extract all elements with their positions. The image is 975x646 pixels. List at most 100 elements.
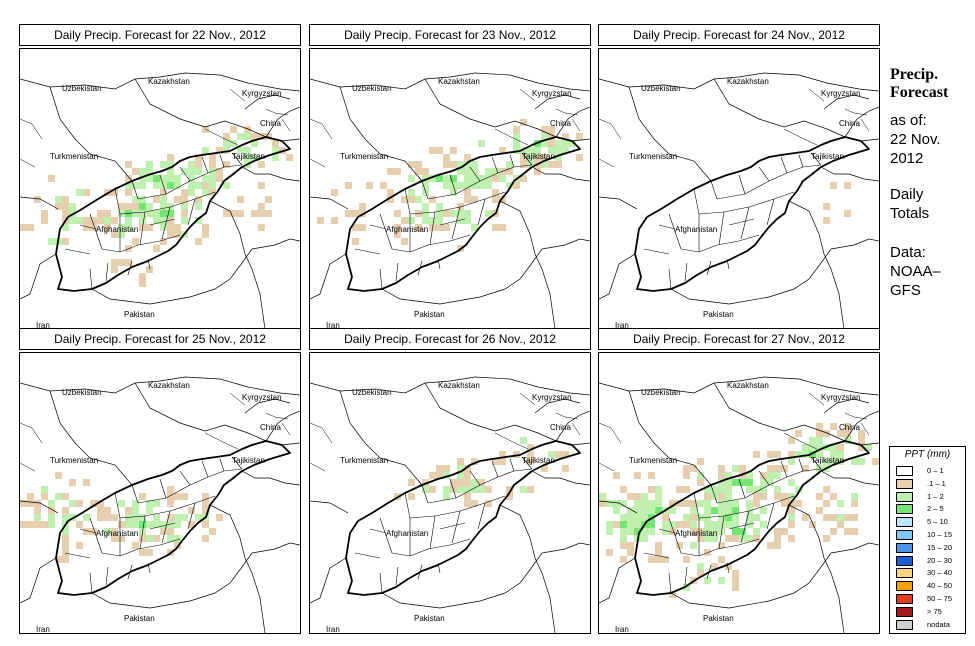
precip-cell (520, 161, 527, 168)
precip-cell (436, 472, 443, 479)
precip-cell (408, 196, 415, 203)
precip-cell (195, 514, 202, 521)
precip-cell (795, 500, 802, 507)
precip-cell (457, 203, 464, 210)
precip-cell (527, 444, 534, 451)
precip-cell (837, 500, 844, 507)
country-label-china: China (260, 119, 281, 128)
province-boundary (207, 470, 225, 478)
country-label-tajikistan: Tajikistan (811, 152, 844, 161)
precip-cell (562, 465, 569, 472)
province-boundary (668, 268, 672, 290)
precip-cell (387, 189, 394, 196)
precip-cell (613, 507, 620, 514)
province-boundary (409, 515, 436, 519)
precip-cell (62, 210, 69, 217)
precip-cell (464, 493, 471, 500)
province-boundary (101, 552, 121, 557)
precip-cell (576, 154, 583, 161)
province-boundary (810, 456, 822, 470)
precip-cell (429, 196, 436, 203)
precip-cell (464, 217, 471, 224)
precip-cell (485, 486, 492, 493)
precip-cell (62, 514, 69, 521)
precip-cell (690, 528, 697, 535)
precip-cell (527, 451, 534, 458)
precip-cell (216, 147, 223, 154)
precip-cell (655, 542, 662, 549)
precip-cell (774, 465, 781, 472)
precip-cell (774, 542, 781, 549)
country-border (798, 378, 879, 396)
precip-cell (669, 507, 676, 514)
country-label-kazakhstan: Kazakhstan (438, 77, 480, 86)
data-source-note: Data: NOAA– GFS (890, 243, 972, 300)
precip-cell (485, 175, 492, 182)
precip-cell (209, 528, 216, 535)
precip-cell (422, 175, 429, 182)
precip-cell (209, 189, 216, 196)
precip-cell (851, 500, 858, 507)
precip-cell (753, 486, 760, 493)
precip-cell (478, 182, 485, 189)
precip-cell (202, 224, 209, 231)
precip-cell (146, 224, 153, 231)
precip-cell (513, 140, 520, 147)
country-border (241, 470, 300, 486)
province-boundary (223, 468, 243, 472)
country-label-afghanistan: Afghanistan (96, 529, 138, 538)
precip-cell (781, 528, 788, 535)
precip-cell (718, 465, 725, 472)
precip-cell (676, 500, 683, 507)
precip-cell (258, 210, 265, 217)
country-label-india: India (256, 632, 274, 633)
precip-cell (139, 549, 146, 556)
precip-cell (471, 196, 478, 203)
precip-cell (111, 535, 118, 542)
precip-cell (669, 500, 676, 507)
precip-cell (704, 535, 711, 542)
legend-label: nodata (927, 619, 950, 629)
precip-cell (429, 472, 436, 479)
precip-cell (753, 514, 760, 521)
precip-cell (181, 493, 188, 500)
precip-cell (317, 217, 324, 224)
forecast-panel-24-nov: Daily Precip. Forecast for 24 Nov., 2012… (598, 24, 880, 330)
country-label-turkmenistan: Turkmenistan (50, 456, 98, 465)
province-boundary (89, 213, 103, 250)
precip-cell (237, 147, 244, 154)
country-border (20, 557, 57, 604)
panel-title: Daily Precip. Forecast for 22 Nov., 2012 (19, 24, 301, 46)
precip-cell (111, 217, 118, 224)
precip-cell (620, 521, 627, 528)
precip-cell (251, 210, 258, 217)
precip-cell (160, 161, 167, 168)
precip-cell (188, 521, 195, 528)
precip-cell (174, 542, 181, 549)
precip-cell (443, 175, 450, 182)
province-boundary (738, 234, 760, 242)
precip-cell (436, 210, 443, 217)
province-boundary (169, 502, 196, 512)
precip-cell (541, 161, 548, 168)
data-label: Data: (890, 244, 926, 261)
legend-item: 50 – 75 (896, 594, 962, 605)
precip-cell (830, 493, 837, 500)
province-boundary (766, 198, 775, 226)
precip-cell (725, 514, 732, 521)
precip-cell (41, 486, 48, 493)
precip-cell (576, 133, 583, 140)
precip-cell (725, 493, 732, 500)
province-boundary (165, 180, 191, 195)
forecast-map: Uzbekistan Kazakhstan Kyrgyzstan China Turkm… (598, 48, 880, 330)
legend-item: 15 – 20 (896, 542, 962, 554)
precip-cell (858, 458, 865, 465)
precip-cell (655, 493, 662, 500)
precip-cell (837, 444, 844, 451)
province-boundary (668, 517, 682, 554)
precip-cell (823, 217, 830, 224)
precip-cell (823, 430, 830, 437)
precip-cell (725, 563, 732, 570)
river-line (20, 422, 43, 444)
legend-label: 15 – 20 (927, 542, 953, 552)
